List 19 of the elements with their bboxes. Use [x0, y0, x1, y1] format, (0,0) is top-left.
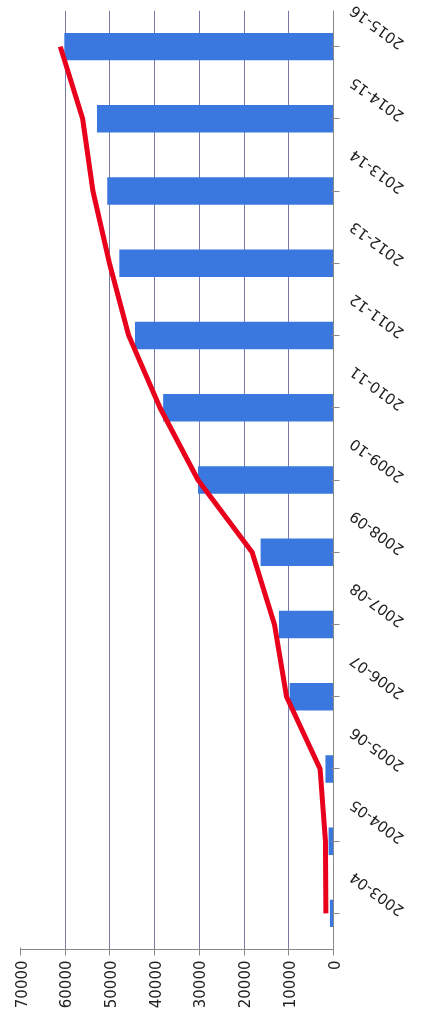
- x-tick-label: 30000: [191, 960, 210, 1009]
- bar: [107, 177, 334, 205]
- bar: [134, 321, 334, 350]
- bar: [289, 682, 334, 711]
- bar: [198, 466, 334, 494]
- x-tick-label: 40000: [146, 960, 165, 1009]
- bar: [64, 32, 334, 61]
- x-tick-label: 0: [325, 960, 344, 971]
- bar: [278, 610, 334, 639]
- bar: [119, 249, 334, 278]
- x-tick-label: 50000: [101, 960, 120, 1009]
- x-tick-label: 20000: [236, 960, 255, 1009]
- bar: [96, 105, 334, 133]
- bar: [163, 394, 334, 422]
- bar: [325, 755, 334, 783]
- x-tick-label: 10000: [280, 960, 299, 1009]
- bar: [260, 538, 334, 566]
- x-tick-label: 70000: [12, 960, 31, 1009]
- x-tick-label: 60000: [57, 960, 76, 1009]
